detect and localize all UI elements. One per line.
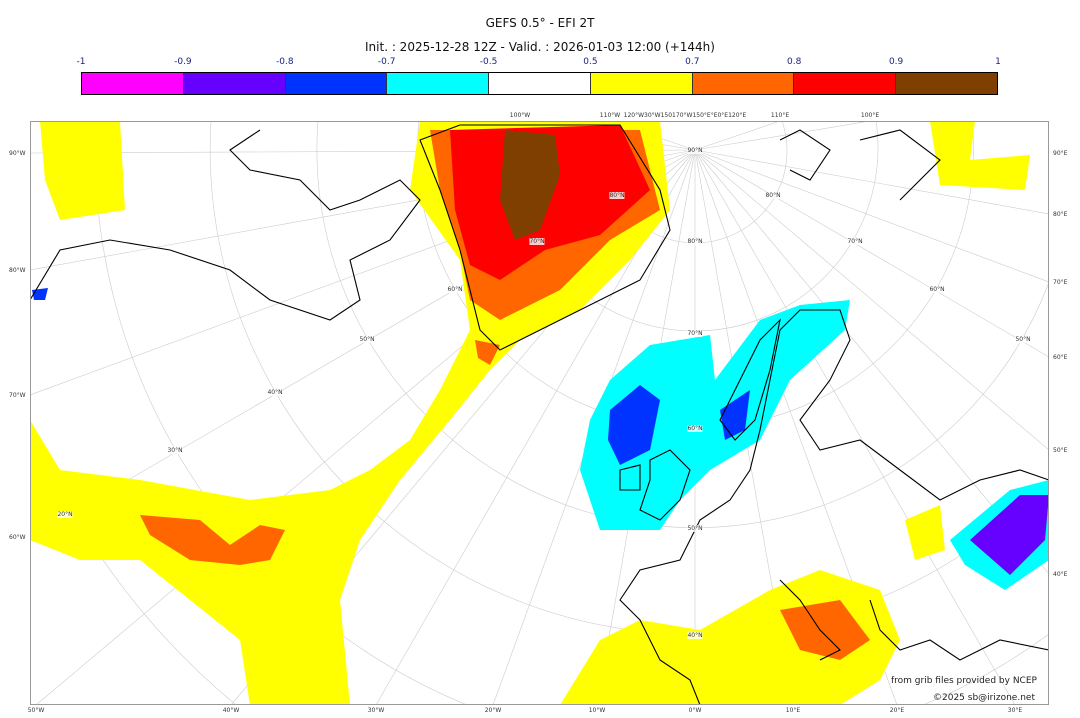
colorbar-tick: -1 bbox=[76, 57, 86, 67]
colorbar-segment bbox=[183, 73, 286, 94]
right-graticule-label: 50°E bbox=[1053, 447, 1068, 454]
lat-graticule-label: 80°N bbox=[687, 238, 703, 245]
colorbar-tick: -0.8 bbox=[275, 57, 294, 67]
top-graticule-label: 110°W bbox=[599, 112, 621, 119]
colorbar-segment bbox=[794, 73, 897, 94]
bottom-graticule-label: 40°W bbox=[222, 707, 240, 714]
top-graticule-label: 100°E bbox=[860, 112, 880, 119]
bottom-graticule-label: 20°E bbox=[889, 707, 905, 714]
efi-field bbox=[31, 122, 1048, 704]
colorbar-tick: -0.9 bbox=[174, 57, 192, 67]
lat-graticule-label: 70°N bbox=[847, 238, 863, 245]
latitude-circle bbox=[95, 122, 466, 704]
right-graticule-label: 90°E bbox=[1053, 150, 1068, 157]
lat-graticule-label: 40°N bbox=[687, 632, 703, 639]
colorbar-segment bbox=[692, 73, 795, 94]
lat-graticule-label: 90°N bbox=[687, 147, 703, 154]
lat-graticule-label: 60°N bbox=[447, 286, 463, 293]
colorbar-tick: 0.5 bbox=[583, 57, 598, 67]
colorbar-tick: 0.7 bbox=[685, 57, 700, 67]
colorbar-tick: 0.9 bbox=[888, 57, 904, 67]
coastlines bbox=[31, 124, 1048, 704]
latitude-circle bbox=[924, 634, 1048, 704]
map-panel bbox=[30, 121, 1049, 705]
copyright: ©2025 sb@irizone.net bbox=[933, 693, 1035, 703]
map-subtitle: Init. : 2025-12-28 12Z - Valid. : 2026-0… bbox=[365, 40, 715, 54]
lat-graticule-label: 60°N bbox=[687, 425, 703, 432]
lat-graticule-label: 50°N bbox=[359, 336, 375, 343]
top-graticule-label: 100°W bbox=[509, 112, 531, 119]
bottom-graticule-label: 30°W bbox=[367, 707, 385, 714]
lat-graticule-label: 80°N bbox=[609, 192, 625, 199]
colorbar bbox=[81, 72, 998, 95]
bottom-graticule-label: 10°E bbox=[785, 707, 801, 714]
latitude-circle bbox=[209, 122, 1048, 635]
colorbar-segment bbox=[387, 73, 490, 94]
right-graticule-label: 70°E bbox=[1053, 279, 1068, 286]
map-svg bbox=[31, 122, 1048, 704]
colorbar-tick: -0.5 bbox=[479, 57, 498, 67]
colorbar-tick: 0.8 bbox=[787, 57, 802, 67]
bottom-graticule-label: 30°E bbox=[1007, 707, 1023, 714]
right-graticule-label: 80°E bbox=[1053, 211, 1068, 218]
map-title: GEFS 0.5° - EFI 2T bbox=[485, 16, 595, 30]
lat-graticule-label: 80°N bbox=[765, 192, 781, 199]
colorbar-segment bbox=[285, 73, 388, 94]
bottom-graticule-label: 50°W bbox=[27, 707, 45, 714]
bottom-graticule-label: 0°W bbox=[688, 707, 702, 714]
top-graticule-label: 120°W30°W150170°W150°E°E0°E120°E bbox=[623, 112, 747, 119]
top-graticule-label: 110°E bbox=[770, 112, 790, 119]
right-graticule-label: 40°E bbox=[1053, 571, 1068, 578]
left-graticule-label: 80°W bbox=[9, 267, 26, 274]
lat-graticule-label: 50°N bbox=[687, 525, 703, 532]
left-graticule-label: 70°W bbox=[9, 392, 26, 399]
right-graticule-label: 60°E bbox=[1053, 354, 1068, 361]
lat-graticule-label: 50°N bbox=[1015, 336, 1031, 343]
colorbar-segment bbox=[590, 73, 693, 94]
left-graticule-label: 60°W bbox=[9, 534, 26, 541]
lat-graticule-label: 40°N bbox=[267, 389, 283, 396]
colorbar-segment bbox=[82, 73, 184, 94]
bottom-graticule-label: 10°W bbox=[588, 707, 606, 714]
lat-graticule-label: 70°N bbox=[687, 330, 703, 337]
bottom-graticule-label: 20°W bbox=[484, 707, 502, 714]
colorbar-tick: -0.7 bbox=[377, 57, 396, 67]
colorbar-segment bbox=[489, 73, 591, 94]
lat-graticule-label: 60°N bbox=[929, 286, 945, 293]
colorbar-segment bbox=[896, 73, 998, 94]
lat-graticule-label: 20°N bbox=[57, 511, 73, 518]
data-credit: from grib files provided by NCEP bbox=[891, 676, 1037, 686]
left-graticule-label: 90°W bbox=[9, 150, 26, 157]
colorbar-tick: 1 bbox=[995, 57, 1001, 67]
lat-graticule-label: 30°N bbox=[167, 447, 183, 454]
lat-graticule-label: 70°N bbox=[529, 238, 545, 245]
